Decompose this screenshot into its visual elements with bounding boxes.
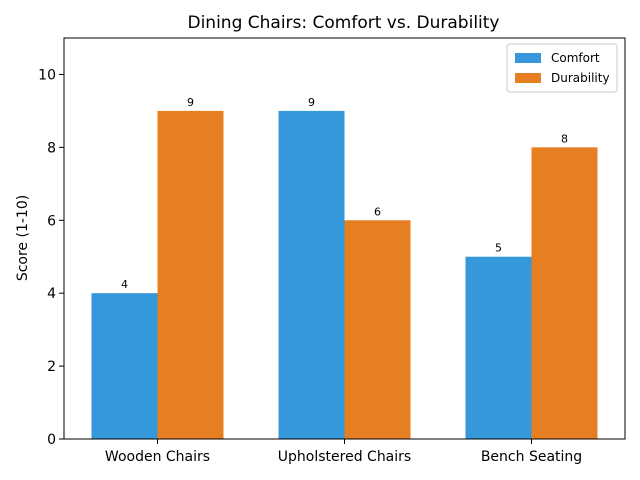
data-label-durability-3: 8	[561, 132, 568, 145]
chart-title: Dining Chairs: Comfort vs. Durability	[187, 13, 499, 33]
legend-swatch-durability	[515, 73, 541, 83]
y-axis-label: Score (1-10)	[15, 195, 31, 281]
y-tick-label: 6	[47, 213, 56, 229]
y-tick-label: 0	[47, 432, 56, 448]
y-tick-label: 2	[47, 359, 56, 375]
legend-label-durability: Durability	[551, 71, 610, 85]
bar-comfort-2	[278, 110, 345, 439]
bar-durability-3	[531, 147, 598, 439]
bar-comfort-1	[91, 293, 158, 439]
legend: Comfort Durability	[506, 43, 618, 93]
x-axis: Wooden Chairs Upholstered Chairs Bench Sea…	[105, 439, 582, 465]
x-tick-label: Wooden Chairs	[105, 449, 210, 465]
data-labels-group: 4 9 9 6 5 8	[121, 96, 568, 291]
data-label-comfort-1: 4	[121, 278, 128, 291]
y-tick-label: 10	[38, 67, 56, 83]
legend-swatch-comfort	[515, 53, 541, 63]
y-axis: 0 2 4 6 8 10	[38, 67, 64, 448]
data-label-durability-2: 6	[374, 205, 381, 218]
y-tick-label: 8	[47, 140, 56, 156]
y-tick-label: 4	[47, 286, 56, 302]
x-tick-label: Bench Seating	[481, 449, 582, 465]
plot-frame	[63, 37, 626, 440]
bar-comfort-3	[465, 256, 532, 439]
data-label-durability-1: 9	[187, 96, 194, 109]
bar-durability-1	[157, 110, 224, 439]
bar-durability-2	[344, 220, 411, 439]
data-label-comfort-3: 5	[495, 242, 502, 255]
x-tick-label: Upholstered Chairs	[278, 449, 411, 465]
legend-label-comfort: Comfort	[551, 51, 600, 65]
bars-group	[91, 110, 598, 439]
data-label-comfort-2: 9	[308, 96, 315, 109]
